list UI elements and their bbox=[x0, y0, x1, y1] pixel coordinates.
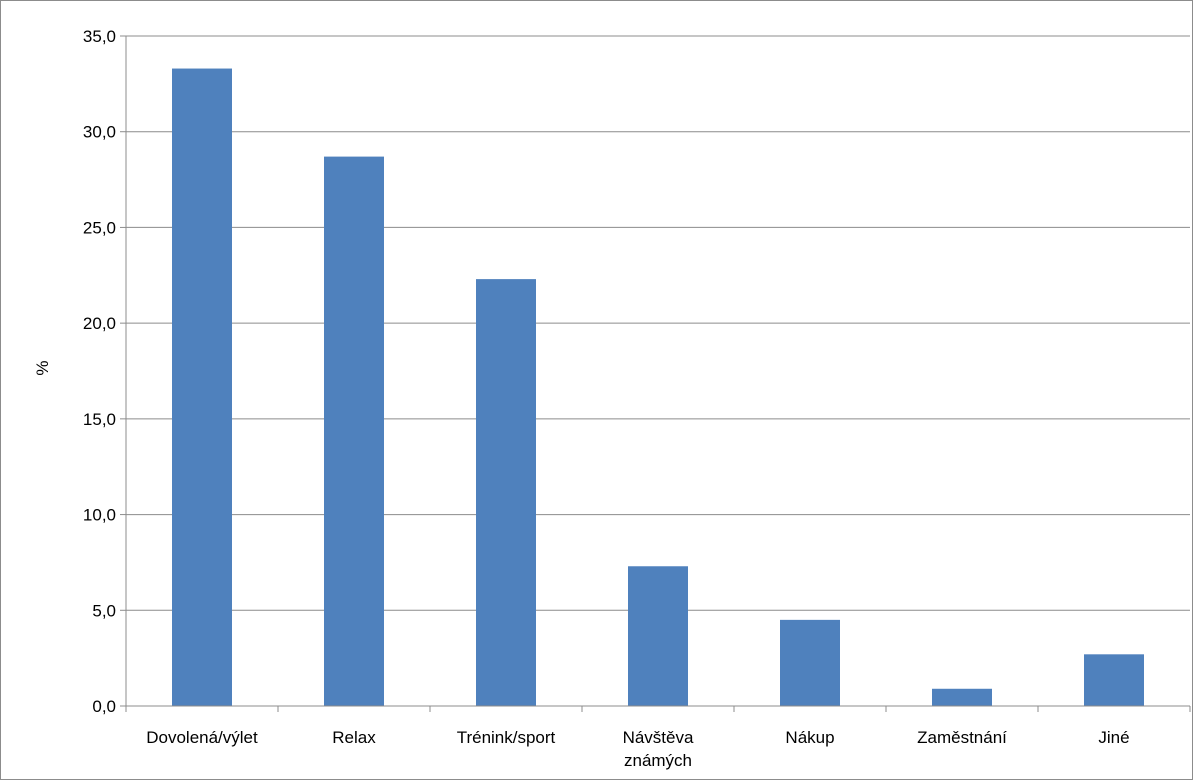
x-tick-label: Trénink/sport bbox=[457, 728, 556, 747]
bar bbox=[172, 68, 232, 707]
bars bbox=[172, 68, 1144, 707]
x-tick-label-line: Zaměstnání bbox=[917, 728, 1007, 747]
bar bbox=[1084, 654, 1144, 706]
y-tick-label: 15,0 bbox=[83, 410, 116, 429]
y-tick-label: 20,0 bbox=[83, 314, 116, 333]
bar bbox=[324, 156, 384, 707]
axes bbox=[120, 35, 1191, 712]
bar bbox=[476, 279, 536, 706]
x-tick-label-line: Návštěva bbox=[623, 728, 694, 747]
y-tick-label: 25,0 bbox=[83, 218, 116, 237]
x-tick-label-line: Trénink/sport bbox=[457, 728, 556, 747]
bar bbox=[932, 688, 992, 706]
y-axis-label: % bbox=[33, 360, 52, 375]
y-tick-label: 5,0 bbox=[92, 601, 116, 620]
x-tick-label-line: Jiné bbox=[1098, 728, 1129, 747]
x-tick-label: Relax bbox=[332, 728, 376, 747]
y-tick-label: 30,0 bbox=[83, 123, 116, 142]
x-tick-labels: Dovolená/výlet Relax Trénink/sport Návštěva… bbox=[146, 728, 1129, 770]
x-tick-label: Jiné bbox=[1098, 728, 1129, 747]
bar bbox=[780, 619, 840, 706]
y-tick-labels: 0,0 5,0 10,0 15,0 20,0 25,0 30,0 35,0 bbox=[83, 27, 116, 716]
x-tick-label: Dovolená/výlet bbox=[146, 728, 258, 747]
y-tick-label: 0,0 bbox=[92, 697, 116, 716]
x-tick-label-line: Relax bbox=[332, 728, 376, 747]
x-tick-label: Nákup bbox=[785, 728, 834, 747]
x-tick-label: Návštěva známých bbox=[623, 728, 694, 770]
x-tick-label: Zaměstnání bbox=[917, 728, 1007, 747]
gridlines bbox=[126, 35, 1190, 611]
y-tick-label: 10,0 bbox=[83, 506, 116, 525]
x-tick-label-line: Dovolená/výlet bbox=[146, 728, 258, 747]
y-tick-label: 35,0 bbox=[83, 27, 116, 46]
x-tick-label-line: Nákup bbox=[785, 728, 834, 747]
x-tick-label-line: známých bbox=[624, 751, 692, 770]
bar bbox=[628, 566, 688, 706]
